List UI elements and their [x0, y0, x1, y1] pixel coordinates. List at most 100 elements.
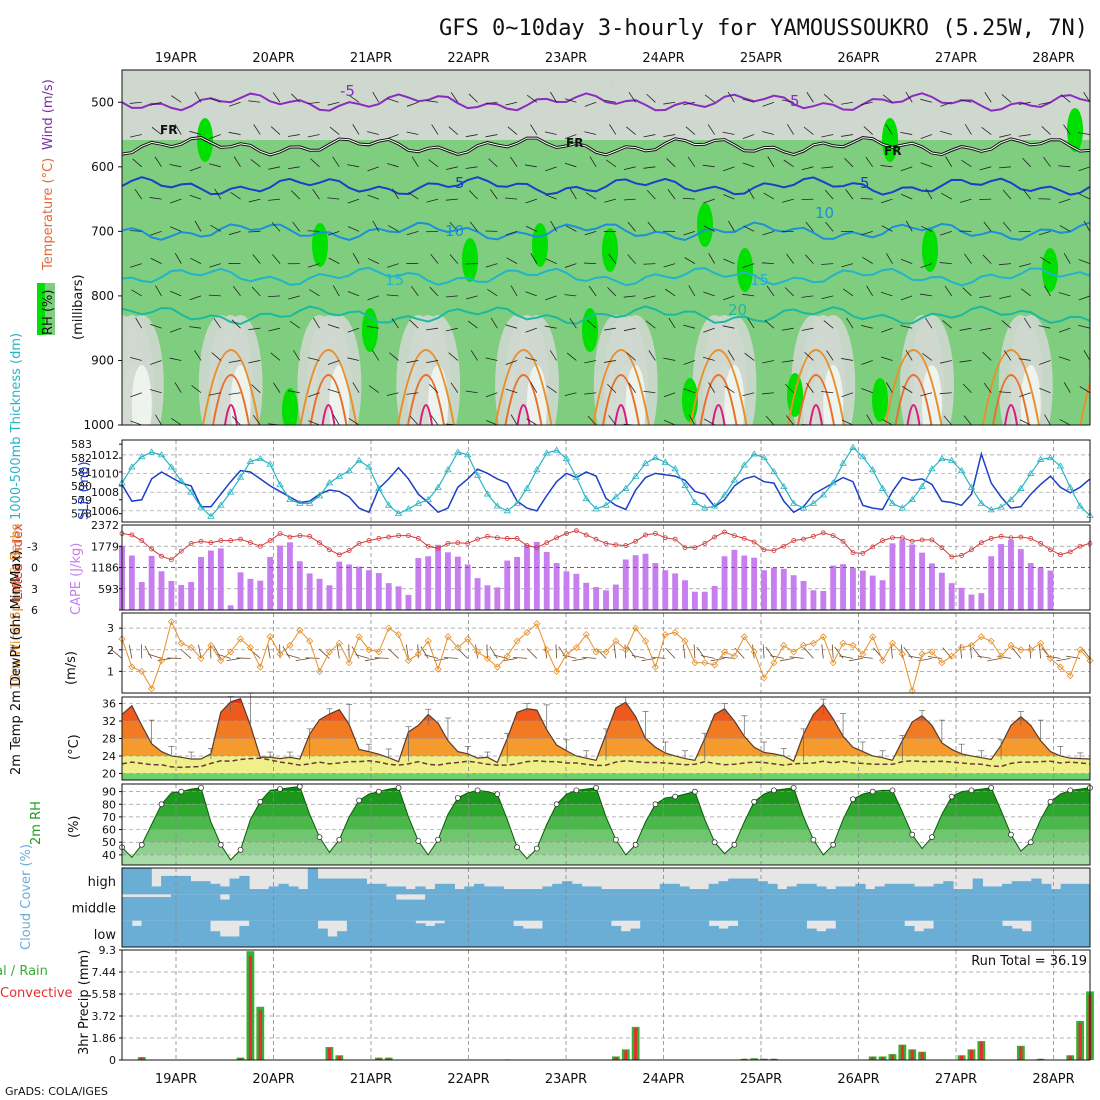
upper-wind-barb	[841, 392, 854, 398]
upper-wind-barb	[627, 254, 636, 264]
cloud-middle-bar	[747, 894, 759, 921]
top-date-label: 24APR	[642, 51, 684, 66]
cloud-low-bar	[845, 920, 856, 947]
wind10m-point	[572, 644, 580, 652]
upper-wind-barb	[430, 253, 439, 264]
cloud-middle-bar	[718, 894, 729, 921]
upper-wind-barb	[485, 134, 498, 138]
upper-wind-barb	[880, 356, 893, 361]
upper-wind-barb	[409, 415, 419, 425]
slp-point	[147, 448, 156, 455]
cloud-high-bar	[630, 889, 641, 895]
wind10m-barb	[848, 658, 863, 662]
slp-point	[138, 452, 146, 460]
bottom-date-label: 24APR	[642, 1072, 684, 1087]
cloud-high-bar	[757, 881, 768, 895]
wind10m-point	[315, 667, 324, 675]
isotherm-label: -5	[340, 82, 355, 100]
cloud-low-bar	[796, 920, 807, 947]
cloud-middle-bar	[161, 896, 172, 921]
upper-wind-barb	[944, 285, 953, 297]
cape-bar	[583, 582, 590, 610]
cloud-low-bar	[180, 920, 191, 947]
isotherm-line	[122, 176, 1090, 196]
temp-band-fill	[122, 698, 1090, 704]
cloud-middle-bar	[689, 894, 700, 921]
slp-series-line	[121, 446, 1091, 518]
upper-wind-barb	[1063, 124, 1071, 135]
cape-bar	[929, 563, 935, 610]
cloud-low-bar	[337, 931, 348, 947]
upper-wind-barb	[446, 327, 458, 332]
upper-wind-barb	[565, 225, 577, 232]
upper-wind-barb	[485, 263, 498, 268]
lifted-index-point	[435, 545, 441, 551]
upper-wind-barb	[728, 220, 735, 232]
cloud-low-bar	[366, 920, 377, 947]
upper-wind-barb	[149, 389, 162, 394]
cloud-middle-bar	[738, 894, 749, 921]
upper-wind-barb	[1079, 386, 1090, 394]
upper-wind-barb	[939, 392, 952, 395]
lifted-index-point	[939, 545, 945, 551]
upper-wind-barb	[881, 418, 893, 425]
cloud-high-bar	[542, 886, 553, 895]
upper-wind-barb	[270, 352, 281, 361]
cape-bar	[830, 565, 837, 610]
cloud-middle-bar	[151, 896, 162, 921]
wind10m-barb	[595, 648, 607, 659]
cloud-low-bar	[914, 931, 925, 947]
cloud-low-bar	[708, 925, 719, 947]
upper-wind-barb	[564, 134, 577, 140]
slp-point	[631, 472, 640, 479]
upper-wind-barb	[332, 285, 340, 297]
rh-dry-core	[823, 365, 844, 425]
upper-wind-barb	[1058, 292, 1071, 297]
upper-wind-barb	[683, 324, 696, 329]
lifted-index-point	[238, 536, 243, 542]
upper-wind-barb	[925, 317, 933, 329]
upper-wind-barb	[643, 390, 656, 394]
upper-wind-barb	[544, 325, 557, 329]
upper-wind-barb	[880, 291, 893, 297]
wind10m-barb	[217, 653, 231, 659]
temperature-side-label: Temperature (°C)	[41, 158, 56, 271]
cape-bar	[237, 572, 244, 610]
cloud-low-bar	[933, 920, 944, 947]
lifted-index-point	[494, 535, 500, 541]
upper-wind-barb	[332, 156, 340, 168]
lifted-index-point	[830, 533, 836, 539]
slp-point	[444, 466, 452, 473]
warm-contour-30	[602, 374, 640, 425]
rh2m-point	[474, 787, 481, 794]
warm-contour-35	[809, 404, 823, 425]
cloud-middle-bar	[131, 896, 143, 921]
upper-wind-barb	[292, 221, 301, 232]
wind10m-point	[750, 648, 758, 656]
upper-wind-barb	[174, 382, 182, 393]
upper-wind-barb	[742, 98, 755, 103]
upper-wind-barb	[825, 221, 834, 232]
slp-point	[414, 499, 423, 506]
wind10m-barb	[641, 658, 656, 662]
lifted-index-point	[307, 533, 313, 539]
precip-convective-bar	[337, 1055, 341, 1060]
upper-wind-barb	[368, 385, 380, 394]
upper-wind-barb	[231, 319, 241, 329]
cloud-low-bar	[747, 920, 759, 947]
cape-bar	[701, 591, 708, 610]
bottom-date-label: 19APR	[155, 1072, 197, 1087]
upper-wind-barb	[763, 192, 775, 200]
lifted-index-point	[317, 540, 322, 546]
upper-wind-barb	[208, 392, 221, 396]
upper-wind-barb	[981, 126, 992, 135]
upper-wind-barb	[863, 126, 873, 135]
upper-wind-barb	[841, 419, 854, 425]
cloud-middle-bar	[425, 894, 436, 921]
cloud-high-bar	[923, 886, 935, 895]
upper-wind-barb	[525, 327, 537, 333]
cloud-middle-bar	[796, 894, 807, 921]
warm-contour-30	[212, 374, 250, 425]
cloud-middle-bar	[395, 899, 407, 921]
